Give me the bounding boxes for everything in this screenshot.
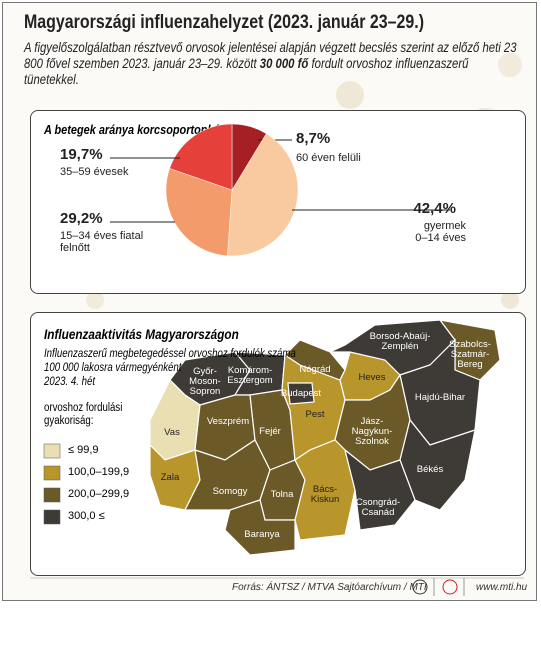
source: Forrás: ÁNTSZ / MTVA Sajtóarchívum / MTI — [232, 582, 427, 593]
category-label: 60 éven felüli — [296, 152, 361, 164]
county-label: Borsod-Abaúj- Zemplén — [369, 331, 431, 352]
pie-slice — [169, 123, 233, 191]
county-label: Csongrád- Csanád — [355, 497, 401, 518]
county-label: Hajdú-Bihar — [414, 392, 466, 403]
county-label: Békés — [416, 464, 444, 475]
legend-swatch — [43, 487, 61, 503]
county-label: Veszprém — [206, 416, 250, 427]
county-label: Vas — [164, 427, 180, 438]
value-label: 29,2% — [60, 210, 103, 227]
county-label: Baranya — [244, 529, 280, 540]
legend-swatch — [43, 509, 61, 525]
legend-swatch — [43, 443, 61, 459]
legend-label: 300,0 ≤ — [68, 510, 105, 522]
county-label: Heves — [358, 372, 386, 383]
county — [294, 439, 356, 541]
category-label: 15–34 éves fiatal felnőtt — [60, 230, 144, 254]
intro: A figyelőszolgálatban résztvevő orvosok … — [24, 40, 520, 88]
county — [224, 499, 296, 556]
value-label: 42,4% — [413, 200, 456, 217]
county — [399, 418, 476, 511]
legend-swatch — [43, 465, 61, 481]
legend-label: 100,0–199,9 — [68, 466, 130, 478]
intro-highlight: 30 000 fő — [259, 56, 309, 71]
county-label: Somogy — [212, 486, 248, 497]
intro-text: A figyelőszolgálatban résztvevő orvosok … — [24, 40, 517, 71]
map-subtitle: Influenzaszerű megbetegedéssel orvoshoz … — [44, 348, 296, 388]
legend-title: orvoshoz fordulási gyakoriság: — [44, 402, 123, 427]
county-label: Nógrád — [299, 364, 331, 375]
category-label: 35–59 évesek — [60, 166, 129, 178]
county — [343, 448, 416, 531]
value-label: 19,7% — [60, 146, 103, 163]
county-label: Pest — [305, 409, 325, 420]
map-title: Influenzaaktivitás Magyarországon — [44, 326, 239, 342]
url: www.mti.hu — [476, 582, 528, 593]
legend-label: 200,0–299,9 — [68, 488, 130, 500]
county-label: Tolna — [270, 489, 294, 500]
category-label: gyermek 0–14 éves — [415, 220, 466, 244]
value-label: 8,7% — [296, 130, 331, 147]
pie-slice — [165, 168, 233, 257]
county — [287, 382, 315, 405]
county-label: Bács- Kiskun — [310, 484, 340, 505]
legend-label: ≤ 99,9 — [68, 444, 99, 456]
county-label: Jász- Nagykun- Szolnok — [351, 416, 393, 447]
title: Magyarországi influenzahelyzet (2023. ja… — [24, 12, 425, 33]
pie-title: A betegek aránya korcsoportonként: — [44, 122, 234, 137]
county-label: Zala — [160, 472, 180, 483]
county-label: Budapest — [280, 388, 322, 399]
county-label: Győr- Moson- Sopron — [189, 366, 221, 397]
county-label: Szabolcs- Szatmár- Bereg — [449, 339, 491, 370]
county-label: Fejér — [259, 426, 281, 437]
intro-text: fordult orvoshoz influenzaszerű tünetekk… — [24, 56, 469, 87]
county-label: Komárom- Esztergom — [227, 365, 273, 386]
